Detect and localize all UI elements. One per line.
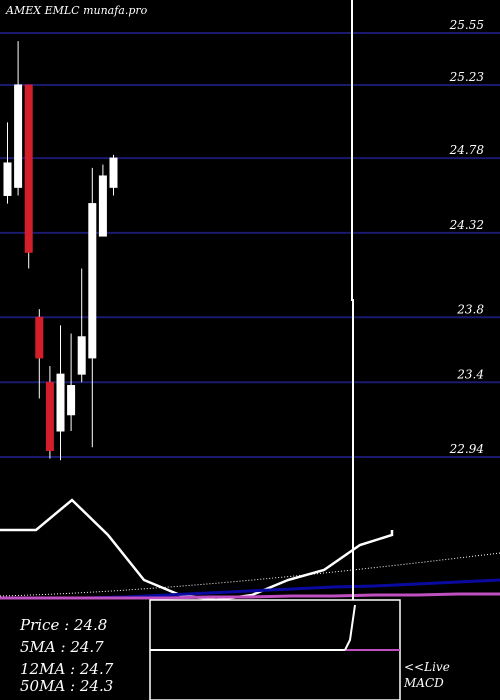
candlestick-series — [3, 41, 118, 461]
bear-candle — [45, 381, 54, 452]
indicator-dotted-line — [0, 552, 500, 597]
bear-candle — [24, 84, 33, 253]
bull-candle — [67, 385, 76, 416]
y-tick-label: 24.78 — [449, 143, 485, 157]
price-axis-labels: 25.55 25.23 24.78 24.32 23.8 23.4 22.94 — [449, 18, 485, 456]
bear-candle — [35, 316, 44, 359]
macd-label: MACD — [403, 676, 444, 690]
price-gridlines — [0, 32, 500, 458]
info-price: Price : 24.8 — [19, 616, 107, 634]
bull-candle — [56, 373, 65, 432]
bull-candle — [88, 203, 97, 359]
indicator-line-magenta — [0, 592, 500, 600]
y-tick-label: 23.4 — [456, 367, 484, 381]
info-5ma: 5MA : 24.7 — [20, 638, 104, 656]
y-tick-label: 22.94 — [449, 442, 484, 456]
info-12ma: 12MA : 24.7 — [20, 660, 114, 678]
bull-candle — [109, 157, 118, 188]
macd-live-label: <<Live — [404, 660, 450, 674]
live-marker-line — [351, 0, 354, 600]
y-tick-label: 25.23 — [449, 70, 485, 84]
macd-line — [344, 604, 356, 651]
info-50ma: 50MA : 24.3 — [20, 677, 113, 695]
bull-candle — [77, 336, 86, 375]
bull-candle — [98, 175, 107, 237]
chart-title: AMEX EMLC munafa.pro — [5, 4, 148, 17]
y-tick-label: 24.32 — [449, 218, 484, 232]
bull-candle — [3, 162, 12, 196]
y-tick-label: 25.55 — [449, 18, 484, 32]
bull-candle — [14, 84, 23, 188]
y-tick-label: 23.8 — [456, 302, 484, 316]
